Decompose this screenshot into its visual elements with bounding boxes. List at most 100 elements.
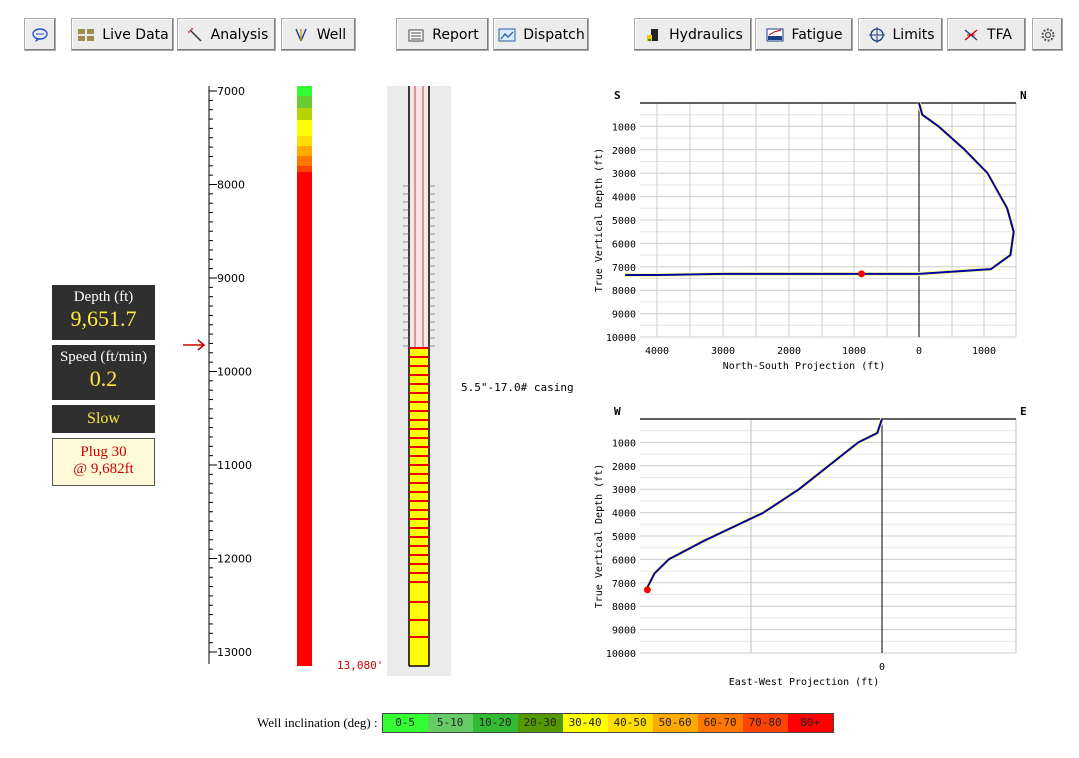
inclination-segment: [297, 120, 312, 136]
hydraulics-button[interactable]: Hydraulics: [634, 18, 752, 51]
speech-bubble-icon: [30, 27, 50, 43]
y-tick-label: 6000: [612, 239, 636, 250]
report-icon: [406, 27, 426, 43]
depth-tick-label: 7000: [217, 86, 245, 98]
chart-corner-left-label: W: [614, 405, 621, 418]
tfa-icon: [961, 27, 981, 43]
speed-title: Speed (ft/min): [59, 349, 148, 365]
notes-button[interactable]: [24, 18, 56, 51]
y-axis-label: True Vertical Depth (ft): [594, 148, 605, 293]
current-depth-arrow-icon: [183, 339, 206, 351]
y-tick-label: 1000: [612, 438, 636, 449]
legend-item: 30-40: [562, 714, 608, 732]
y-tick-label: 2000: [612, 462, 636, 473]
legend-item: 60-70: [697, 714, 743, 732]
speed-value: 0.2: [89, 366, 118, 391]
speed-panel: Speed (ft/min) 0.2: [52, 345, 155, 400]
settings-button[interactable]: [1032, 18, 1063, 51]
wellbore-diagram: [387, 86, 451, 676]
analysis-button[interactable]: Analysis: [177, 18, 276, 51]
well-trajectory-line: [625, 102, 1015, 276]
well-icon: [291, 27, 311, 43]
depth-tick-label: 9000: [217, 272, 245, 285]
analysis-button-label: Analysis: [210, 26, 269, 43]
depth-tick-label: 13000: [217, 646, 252, 659]
legend-title: Well inclination (deg) :: [257, 715, 378, 730]
y-tick-label: 3000: [612, 485, 636, 496]
grid-icon: [76, 27, 96, 43]
north-south-projection-chart: 1000 2000 3000 4000 5000 6000 7000 8000 9000 1000…: [594, 89, 1027, 372]
legend-item: 5-10: [427, 714, 473, 732]
fatigue-button[interactable]: Fatigue: [755, 18, 853, 51]
inclination-segment: [297, 108, 312, 120]
y-tick-label: 7000: [612, 263, 636, 274]
dispatch-icon: [497, 27, 517, 43]
casing-label: 5.5"-17.0# casing: [461, 381, 574, 394]
legend-item: 70-80: [742, 714, 788, 732]
y-tick-label: 8000: [612, 286, 636, 297]
dispatch-button-label: Dispatch: [523, 26, 585, 43]
fatigue-button-label: Fatigue: [791, 26, 843, 43]
x-tick-label: 3000: [711, 346, 735, 357]
x-tick-label: 1000: [972, 346, 996, 357]
gear-icon: [1038, 27, 1058, 43]
dispatch-button[interactable]: Dispatch: [493, 18, 589, 51]
y-tick-label: 9000: [612, 626, 636, 637]
legend-item: 50-60: [652, 714, 698, 732]
well-button[interactable]: Well: [281, 18, 356, 51]
trajectory-highlight: [643, 418, 884, 592]
x-tick-label: 0: [879, 662, 885, 673]
well-button-label: Well: [316, 26, 347, 43]
magic-wand-icon: [185, 27, 205, 43]
x-tick-label: 0: [916, 346, 922, 357]
well-trajectory-line: [644, 418, 883, 591]
x-tick-label: 1000: [842, 346, 866, 357]
y-tick-label: 5000: [612, 532, 636, 543]
inclination-segment: [297, 156, 312, 166]
live-button-label: Live Data: [102, 26, 169, 43]
legend-item: 20-30: [517, 714, 563, 732]
y-tick-label: 8000: [612, 602, 636, 613]
inclination-strip: [297, 86, 312, 666]
y-tick-label: 4000: [612, 509, 636, 520]
report-button[interactable]: Report: [396, 18, 489, 51]
inclination-segment: [297, 166, 312, 172]
y-tick-label: 10000: [606, 333, 636, 344]
depth-tick-label: 10000: [217, 366, 252, 379]
depth-tick-label: 8000: [217, 179, 245, 192]
tfa-button-label: TFA: [987, 26, 1012, 43]
chart-corner-right-label: N: [1020, 89, 1027, 102]
east-west-projection-chart: 1000 2000 3000 4000 5000 6000 7000 8000 9000 1000…: [594, 405, 1027, 688]
pump-icon: [643, 27, 663, 43]
hydraulics-button-label: Hydraulics: [669, 26, 743, 43]
depth-title: Depth (ft): [73, 289, 134, 305]
y-tick-label: 3000: [612, 169, 636, 180]
y-tick-label: 5000: [612, 216, 636, 227]
tfa-button[interactable]: TFA: [947, 18, 1026, 51]
current-position-marker: [858, 270, 866, 278]
chart-corner-left-label: S: [614, 89, 621, 102]
x-axis-label: North-South Projection (ft): [723, 361, 886, 372]
y-tick-label: 6000: [612, 555, 636, 566]
depth-panel: Depth (ft) 9,651.7: [52, 285, 155, 340]
y-tick-label: 2000: [612, 146, 636, 157]
trajectory-highlight: [625, 102, 1016, 277]
x-tick-label: 2000: [777, 346, 801, 357]
y-tick-label: 10000: [606, 649, 636, 660]
legend-cells: 0-5 5-10 10-20 20-30 30-40 40-50 50-60 60-70 70-…: [381, 713, 834, 733]
x-tick-label: 4000: [645, 346, 669, 357]
total-depth-label: 13,080': [337, 659, 384, 672]
live-button[interactable]: Live Data: [71, 18, 174, 51]
inclination-segment: [297, 136, 312, 146]
plug-number: Plug 30: [80, 444, 127, 460]
legend-item: 40-50: [607, 714, 653, 732]
y-tick-label: 1000: [612, 122, 636, 133]
depth-scale: 7000 8000 9000 10000 11000 12000 13000: [205, 85, 265, 668]
limits-button[interactable]: Limits: [858, 18, 943, 51]
chart-corner-right-label: E: [1020, 405, 1027, 418]
plug-info: Plug 30 @ 9,682ft: [52, 438, 155, 486]
legend-item: 0-5: [382, 714, 428, 732]
depth-value: 9,651.7: [70, 306, 137, 331]
depth-tick-label: 12000: [217, 553, 252, 566]
y-tick-label: 4000: [612, 193, 636, 204]
